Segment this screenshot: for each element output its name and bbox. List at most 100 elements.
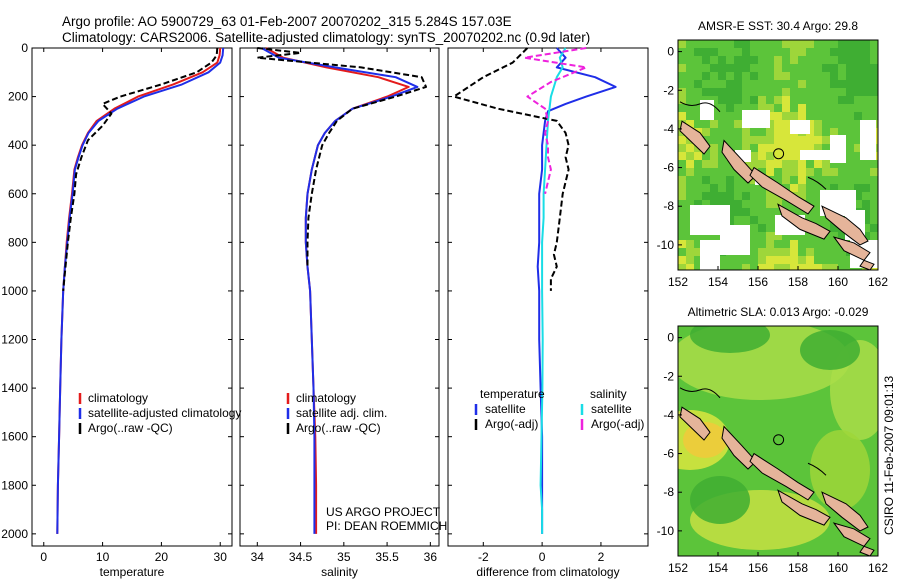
sst-cell bbox=[838, 48, 846, 56]
legend-label: Argo(..raw -QC) bbox=[296, 421, 381, 435]
island-shape bbox=[832, 236, 871, 261]
x-tick-label: 154 bbox=[708, 561, 728, 575]
sst-cell bbox=[838, 96, 846, 104]
sst-cell bbox=[782, 136, 790, 144]
profile-panel-temperature: 0 10 20 30 temperature 0 200 400 600 800 1000 1200 1… bbox=[1, 41, 241, 579]
sst-cell bbox=[846, 96, 854, 104]
sst-cell bbox=[766, 256, 774, 264]
sst-cell bbox=[862, 40, 870, 48]
sst-cell bbox=[862, 88, 870, 96]
sst-cell bbox=[822, 168, 830, 176]
sst-cell bbox=[734, 72, 742, 80]
figure-title-line1: Argo profile: AO 5900729_63 01-Feb-2007 … bbox=[62, 14, 512, 29]
sst-cell bbox=[846, 80, 854, 88]
sst-cell bbox=[854, 72, 862, 80]
sst-cell bbox=[718, 96, 726, 104]
sst-cell bbox=[782, 88, 790, 96]
sst-cell bbox=[774, 72, 782, 80]
x-tick-label: 158 bbox=[788, 275, 808, 289]
sst-cell bbox=[830, 128, 838, 136]
sst-cell bbox=[766, 104, 774, 112]
y-tick-label: 200 bbox=[8, 90, 28, 104]
y-tick-label: 1200 bbox=[1, 333, 28, 347]
sst-cell bbox=[702, 56, 710, 64]
sst-cell bbox=[710, 88, 718, 96]
sst-cell bbox=[742, 264, 750, 270]
sst-cell bbox=[870, 64, 878, 72]
sst-cell bbox=[782, 152, 790, 160]
y-tick-label: -10 bbox=[657, 238, 675, 252]
sst-cell bbox=[718, 72, 726, 80]
sst-cell bbox=[710, 120, 718, 128]
sst-cell bbox=[742, 64, 750, 72]
legend-label: Argo(-adj) bbox=[485, 417, 538, 431]
sst-cell bbox=[854, 56, 862, 64]
sst-cell bbox=[710, 184, 718, 192]
sst-cell bbox=[774, 232, 782, 240]
sst-cell bbox=[798, 48, 806, 56]
sst-cell bbox=[838, 56, 846, 64]
sla-blob bbox=[800, 330, 860, 370]
island-shape bbox=[679, 406, 711, 441]
sst-cell bbox=[782, 112, 790, 120]
series-line-temperature-2 bbox=[62, 47, 219, 291]
sst-cell bbox=[678, 240, 686, 248]
sst-cell bbox=[830, 72, 838, 80]
y-tick-label: -4 bbox=[663, 408, 674, 422]
sst-cell bbox=[798, 160, 806, 168]
sst-cell bbox=[734, 208, 742, 216]
sst-cell bbox=[678, 184, 686, 192]
y-tick-label: 1600 bbox=[1, 430, 28, 444]
sst-cell bbox=[806, 248, 814, 256]
sst-cell bbox=[694, 80, 702, 88]
sst-cell bbox=[814, 264, 822, 270]
sst-cell bbox=[742, 192, 750, 200]
y-tick-label: 0 bbox=[21, 41, 28, 55]
axes-frame bbox=[31, 47, 233, 547]
sst-cell bbox=[734, 80, 742, 88]
sst-cell bbox=[790, 248, 798, 256]
sst-cell bbox=[726, 192, 734, 200]
series-line-difference-2 bbox=[539, 47, 567, 534]
y-tick-label: -10 bbox=[657, 524, 675, 538]
sst-cell bbox=[742, 144, 750, 152]
sst-cell bbox=[838, 80, 846, 88]
sst-cell bbox=[830, 224, 838, 232]
y-tick-label: -2 bbox=[663, 369, 674, 383]
sst-cell bbox=[846, 88, 854, 96]
y-tick-label: 400 bbox=[8, 138, 28, 152]
sst-cell bbox=[750, 160, 758, 168]
sst-cell bbox=[782, 176, 790, 184]
sst-cell bbox=[718, 192, 726, 200]
cloud-gap bbox=[800, 150, 840, 160]
sst-cell bbox=[766, 232, 774, 240]
sst-cell bbox=[862, 72, 870, 80]
map-title: Altimetric SLA: 0.013 Argo: -0.029 bbox=[688, 305, 869, 319]
sst-cell bbox=[782, 104, 790, 112]
sst-cell bbox=[678, 112, 686, 120]
island-shape bbox=[721, 425, 757, 470]
legend-label: Argo(..raw -QC) bbox=[88, 421, 173, 435]
sst-cell bbox=[774, 264, 782, 270]
sst-cell bbox=[710, 152, 718, 160]
x-tick-label: 30 bbox=[214, 550, 228, 564]
x-tick-label: 0 bbox=[539, 550, 546, 564]
sst-cell bbox=[710, 48, 718, 56]
sst-cell bbox=[814, 160, 822, 168]
sst-cell bbox=[766, 144, 774, 152]
legend-label: satellite-adjusted climatology bbox=[88, 406, 241, 420]
sst-cell bbox=[686, 240, 694, 248]
sst-cell bbox=[750, 216, 758, 224]
sst-cell bbox=[734, 88, 742, 96]
island-shape bbox=[721, 139, 757, 184]
sst-cell bbox=[686, 256, 694, 264]
x-tick-label: 20 bbox=[155, 550, 169, 564]
x-tick-label: 152 bbox=[668, 561, 688, 575]
island-shape bbox=[821, 491, 869, 532]
x-tick-label: 2 bbox=[598, 550, 605, 564]
figure-title-line2: Climatology: CARS2006. Satellite-adjuste… bbox=[62, 30, 591, 45]
sst-cell bbox=[822, 264, 830, 270]
sst-cell bbox=[782, 144, 790, 152]
sst-cell bbox=[830, 64, 838, 72]
